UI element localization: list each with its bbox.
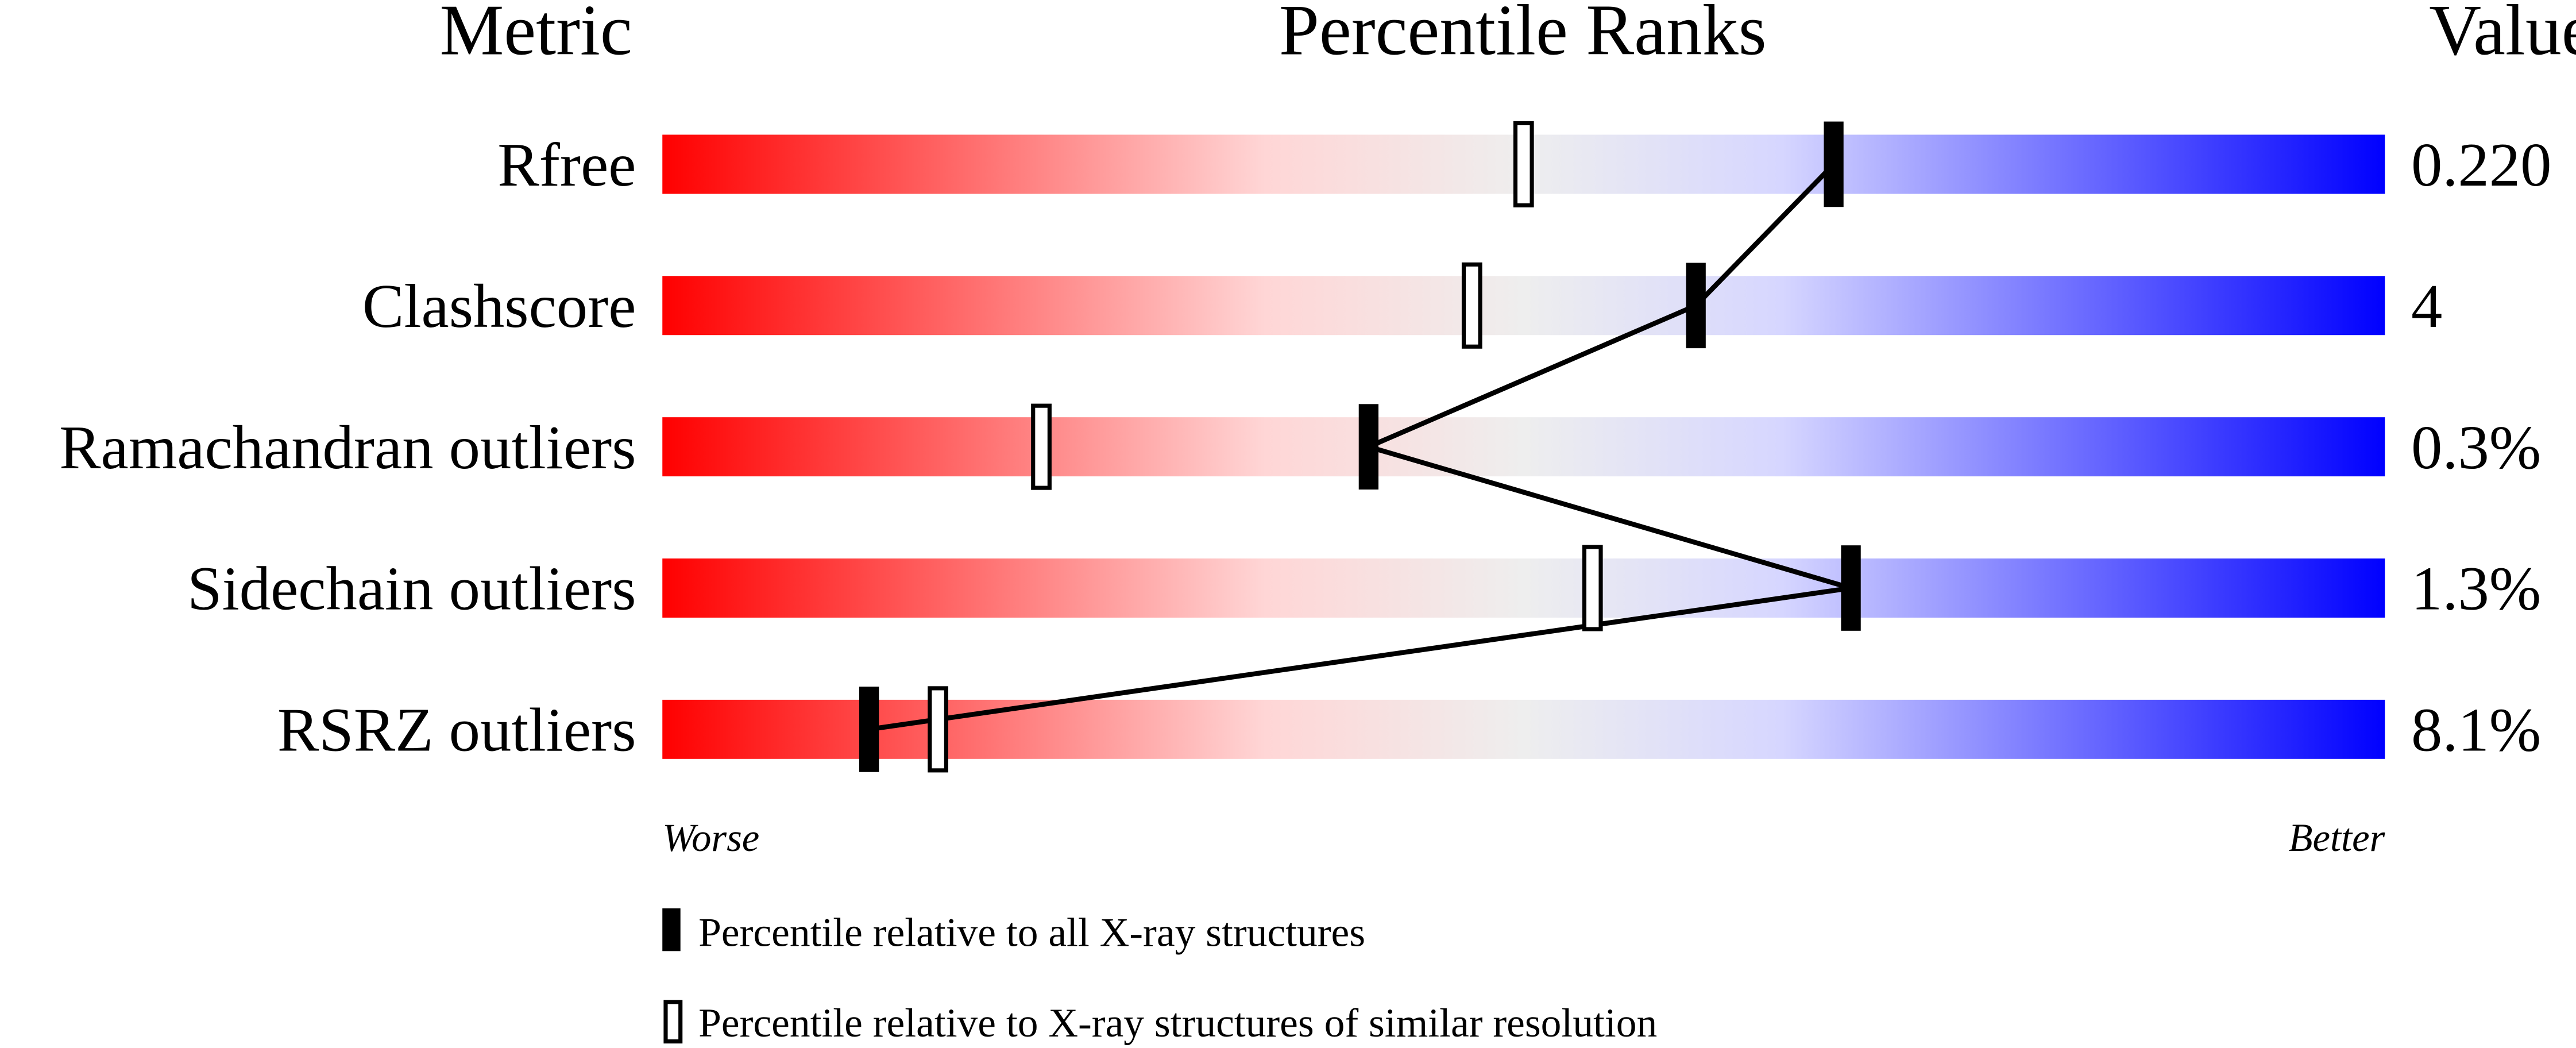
marker-similar-resolution <box>1513 121 1534 207</box>
metric-label: Rfree <box>497 130 636 199</box>
marker-similar-resolution <box>1031 403 1052 490</box>
marker-similar-resolution <box>928 686 948 773</box>
percentile-bar <box>662 699 2385 759</box>
legend-open-text: Percentile relative to X-ray structures … <box>698 1000 1657 1046</box>
header-value: Value <box>2429 0 2576 70</box>
metric-label: Clashscore <box>362 272 636 341</box>
axis-end-better: Better <box>2289 816 2385 860</box>
legend-open-marker <box>663 1000 683 1044</box>
metric-value: 1.3% <box>2411 554 2541 623</box>
metric-value: 0.3% <box>2411 413 2541 482</box>
percentile-bar <box>662 558 2385 618</box>
metric-label: Sidechain outliers <box>187 554 636 623</box>
legend-filled-marker <box>662 908 681 951</box>
metric-value: 8.1% <box>2411 696 2541 765</box>
axis-end-worse: Worse <box>662 816 759 860</box>
percentile-bar <box>662 276 2385 336</box>
marker-all-structures <box>1824 121 1844 207</box>
percentile-bar <box>662 417 2385 477</box>
metric-label: RSRZ outliers <box>277 696 636 765</box>
marker-similar-resolution <box>1461 262 1482 349</box>
legend-filled-text: Percentile relative to all X-ray structu… <box>698 910 1365 955</box>
metric-value: 0.220 <box>2411 130 2551 199</box>
marker-all-structures <box>1358 404 1378 490</box>
header-metric: Metric <box>439 0 632 70</box>
metric-value: 4 <box>2411 272 2442 341</box>
metric-label: Ramachandran outliers <box>59 413 636 482</box>
header-percentile-ranks: Percentile Ranks <box>1279 0 1767 70</box>
marker-similar-resolution <box>1582 545 1603 631</box>
marker-all-structures <box>1686 263 1706 349</box>
marker-all-structures <box>1841 545 1861 631</box>
marker-all-structures <box>859 687 879 772</box>
